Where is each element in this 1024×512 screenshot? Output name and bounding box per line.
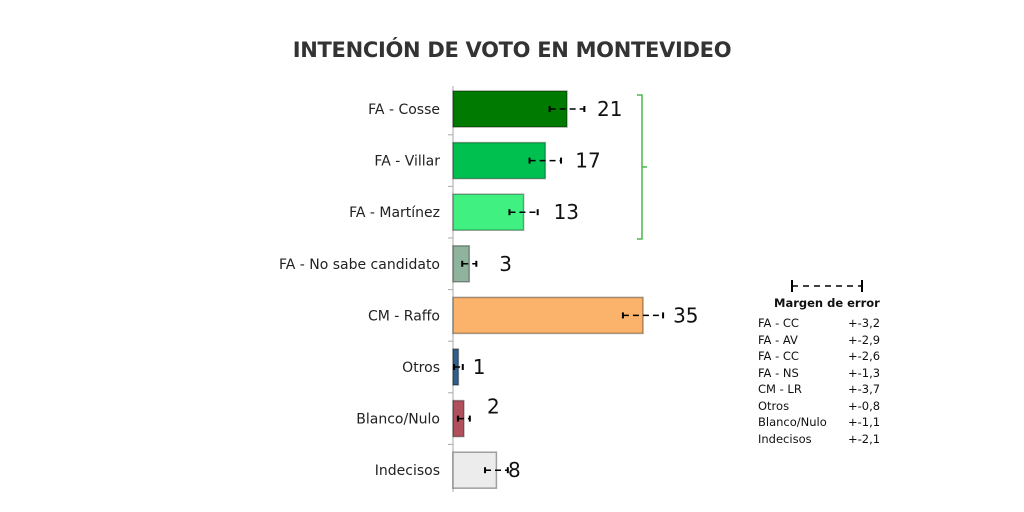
value-label: 17: [575, 149, 600, 173]
legend-row: Indecisos +-2,1: [758, 432, 880, 449]
category-label: FA - Cosse: [368, 102, 440, 118]
value-label: 8: [508, 458, 521, 482]
legend-row: FA - CC +-2,6: [758, 349, 880, 366]
legend-label: Indecisos: [758, 431, 812, 446]
value-label: 13: [554, 200, 579, 224]
category-label: CM - Raffo: [368, 308, 440, 324]
legend-label: FA - NS: [758, 365, 799, 380]
bar: [452, 90, 568, 128]
legend-value: +-1,1: [848, 415, 881, 429]
legend-label: FA - CC: [758, 316, 799, 330]
legend-value: +-3,7: [848, 382, 881, 396]
category-label: Blanco/Nulo: [356, 412, 440, 428]
legend-value: +-2,6: [848, 349, 881, 363]
category-label: FA - No sabe candidato: [279, 257, 440, 273]
value-label: 1: [473, 355, 486, 379]
error-legend: Margen de error FA - CC +-3,2 FA - AV +-2,9…: [758, 270, 880, 448]
legend-row: FA - CC +-3,2: [758, 316, 880, 333]
value-label: 3: [499, 252, 512, 276]
bar: [452, 296, 644, 335]
legend-value: +-3,2: [848, 316, 881, 330]
legend-label: FA - AV: [758, 332, 798, 347]
legend-row: CM - LR +-3,7: [758, 382, 880, 399]
legend-label: FA - CC: [758, 349, 799, 363]
legend-value: +-2,1: [848, 431, 881, 446]
legend-value: +-2,9: [848, 332, 881, 347]
legend-row: FA - NS +-1,3: [758, 366, 880, 383]
category-label: Otros: [402, 360, 440, 376]
legend-title: Margen de error: [774, 296, 880, 310]
legend-value: +-0,8: [848, 398, 881, 413]
legend-label: Otros: [758, 398, 790, 413]
bar: [452, 245, 471, 283]
category-label: FA - Martínez: [349, 205, 440, 221]
legend-row: FA - AV +-2,9: [758, 333, 880, 350]
legend-label: Blanco/Nulo: [758, 415, 827, 429]
value-label: 21: [597, 97, 622, 121]
legend-value: +-1,3: [848, 365, 881, 380]
category-label: FA - Villar: [374, 154, 440, 170]
category-label: Indecisos: [375, 463, 440, 479]
legend-label: CM - LR: [758, 382, 802, 396]
chart-title: INTENCIÓN DE VOTO EN MONTEVIDEO: [292, 38, 732, 62]
value-label: 2: [487, 395, 500, 419]
error-bar-legend-icon: [791, 280, 863, 292]
value-label: 35: [673, 303, 698, 327]
legend-row: Blanco/Nulo +-1,1: [758, 415, 880, 432]
fa-bracket: [637, 94, 647, 240]
legend-row: Otros +-0,8: [758, 399, 880, 416]
